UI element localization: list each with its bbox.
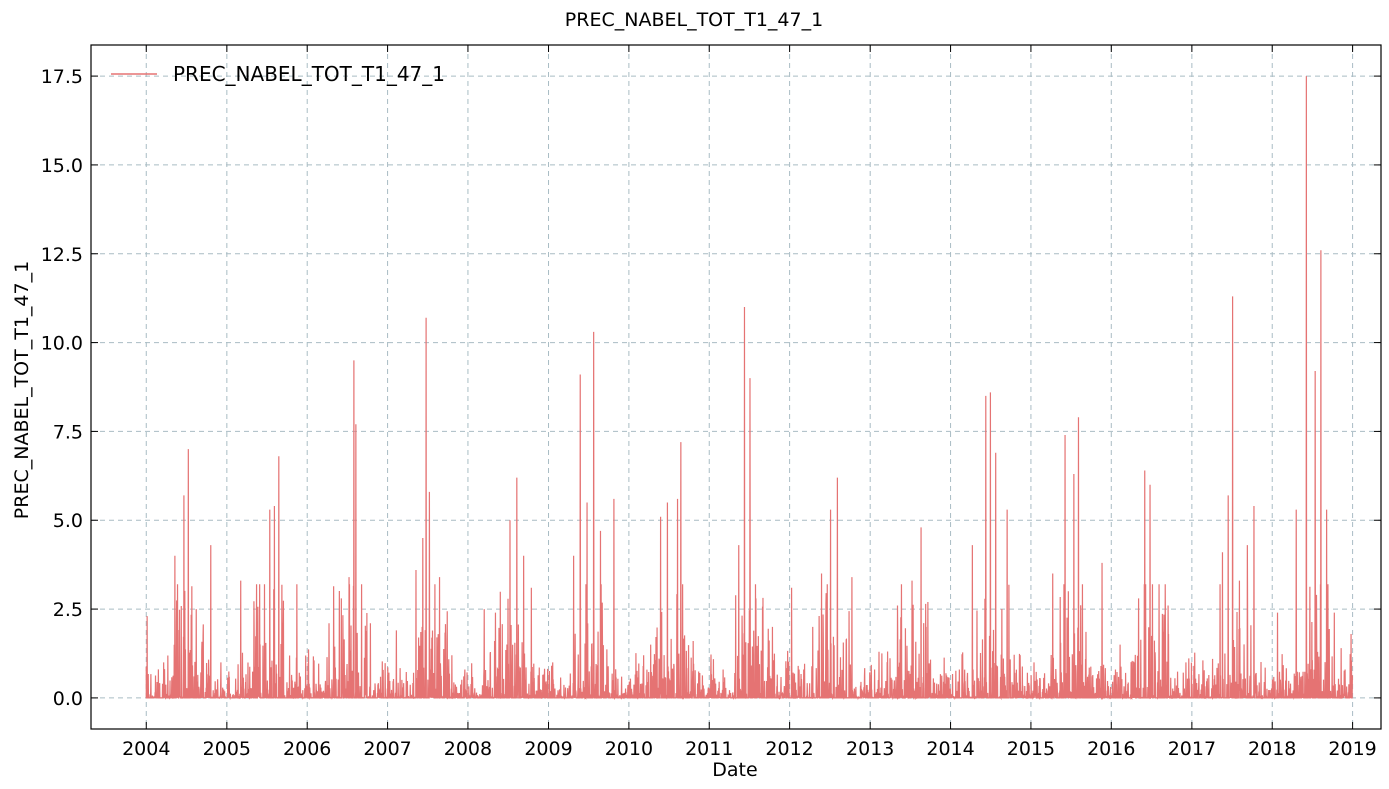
x-tick-label: 2009 <box>524 738 572 760</box>
y-tick-label: 10.0 <box>41 333 83 355</box>
x-tick-label: 2014 <box>926 738 974 760</box>
x-tick-label: 2018 <box>1248 738 1296 760</box>
x-tick-label: 2006 <box>283 738 331 760</box>
x-axis-label: Date <box>712 759 757 781</box>
x-tick-label: 2017 <box>1168 738 1216 760</box>
legend-label: PREC_NABEL_TOT_T1_47_1 <box>173 62 445 86</box>
x-tick-label: 2015 <box>1007 738 1055 760</box>
y-tick-label: 0.0 <box>53 688 83 710</box>
chart-title: PREC_NABEL_TOT_T1_47_1 <box>565 9 823 31</box>
series-layer <box>145 76 1353 701</box>
x-tick-label: 2004 <box>122 738 170 760</box>
y-tick-label: 5.0 <box>53 510 83 532</box>
y-axis-label: PREC_NABEL_TOT_T1_47_1 <box>11 261 33 519</box>
x-tick-label: 2019 <box>1328 738 1376 760</box>
y-tick-label: 2.5 <box>53 599 83 621</box>
x-tick-label: 2016 <box>1087 738 1135 760</box>
y-tick-label: 15.0 <box>41 155 83 177</box>
x-tick-label: 2011 <box>685 738 733 760</box>
grid-layer <box>91 45 1381 729</box>
series-line-precipitation <box>145 76 1353 701</box>
x-tick-label: 2007 <box>363 738 411 760</box>
x-tick-label: 2013 <box>846 738 894 760</box>
y-tick-label: 12.5 <box>41 244 83 266</box>
plot-frame <box>90 44 1382 730</box>
x-tick-label: 2010 <box>605 738 653 760</box>
y-tick-label: 7.5 <box>53 421 83 443</box>
legend: PREC_NABEL_TOT_T1_47_1 <box>111 62 445 86</box>
y-tick-label: 17.5 <box>41 66 83 88</box>
x-tick-label: 2005 <box>203 738 251 760</box>
x-tick-label: 2012 <box>765 738 813 760</box>
ticks-layer: 2004 2005 2006 2007 2008 2009 2010 2011 2012 2013… <box>41 45 1381 760</box>
x-tick-label: 2008 <box>444 738 492 760</box>
